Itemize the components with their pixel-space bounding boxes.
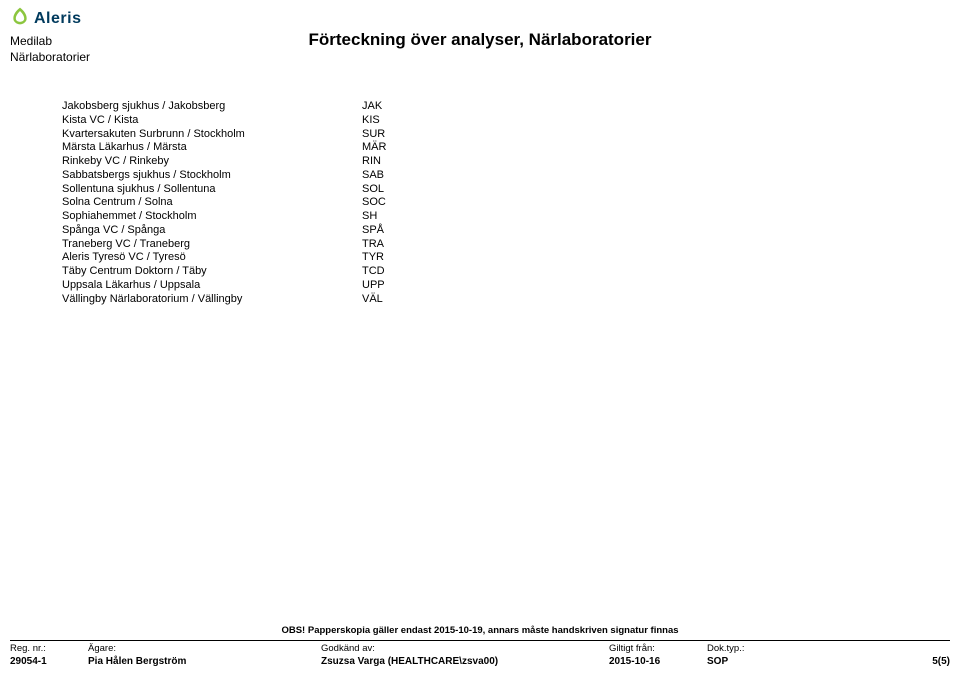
page-footer: OBS! Papperskopia gäller endast 2015-10-… bbox=[10, 625, 950, 667]
list-item: Täby Centrum Doktorn / TäbyTCD bbox=[62, 265, 422, 279]
footer-col-doctype: Dok.typ.: SOP bbox=[707, 643, 950, 667]
list-item: Uppsala Läkarhus / UppsalaUPP bbox=[62, 279, 422, 293]
list-item: Sollentuna sjukhus / SollentunaSOL bbox=[62, 183, 422, 197]
footer-value-valid: 2015-10-16 bbox=[609, 656, 699, 667]
lab-name: Sophiahemmet / Stockholm bbox=[62, 210, 362, 224]
footer-col-approved: Godkänd av: Zsuzsa Varga (HEALTHCARE\zsv… bbox=[321, 643, 609, 667]
lab-code: SUR bbox=[362, 128, 422, 142]
brand-name: Aleris bbox=[34, 10, 81, 28]
lab-code: JAK bbox=[362, 100, 422, 114]
lab-code: SOL bbox=[362, 183, 422, 197]
lab-name: Sabbatsbergs sjukhus / Stockholm bbox=[62, 169, 362, 183]
list-item: Spånga VC / SpångaSPÅ bbox=[62, 224, 422, 238]
footer-value-doctype: SOP bbox=[707, 656, 942, 667]
lab-code: SH bbox=[362, 210, 422, 224]
footer-value-owner: Pia Hålen Bergström bbox=[88, 656, 313, 667]
list-item: Kista VC / KistaKIS bbox=[62, 114, 422, 128]
brand-logo: Aleris bbox=[10, 6, 81, 31]
lab-code: TRA bbox=[362, 238, 422, 252]
list-item: Märsta Läkarhus / MärstaMÄR bbox=[62, 141, 422, 155]
lab-code: SPÅ bbox=[362, 224, 422, 238]
lab-name: Solna Centrum / Solna bbox=[62, 196, 362, 210]
leaf-icon bbox=[10, 6, 30, 31]
lab-code: MÄR bbox=[362, 141, 422, 155]
footer-label-valid: Giltigt från: bbox=[609, 643, 699, 654]
lab-code: SAB bbox=[362, 169, 422, 183]
lab-name: Uppsala Läkarhus / Uppsala bbox=[62, 279, 362, 293]
lab-code: SOC bbox=[362, 196, 422, 210]
footer-value-approved: Zsuzsa Varga (HEALTHCARE\zsva00) bbox=[321, 656, 601, 667]
lab-code: TYR bbox=[362, 251, 422, 265]
laboratory-list: Jakobsberg sjukhus / JakobsbergJAKKista … bbox=[62, 100, 422, 306]
department-line-2: Närlaboratorier bbox=[10, 50, 90, 66]
lab-name: Aleris Tyresö VC / Tyresö bbox=[62, 251, 362, 265]
list-item: Kvartersakuten Surbrunn / StockholmSUR bbox=[62, 128, 422, 142]
footer-value-reg: 29054-1 bbox=[10, 656, 80, 667]
lab-name: Spånga VC / Spånga bbox=[62, 224, 362, 238]
list-item: Sophiahemmet / StockholmSH bbox=[62, 210, 422, 224]
lab-name: Kvartersakuten Surbrunn / Stockholm bbox=[62, 128, 362, 142]
obs-notice: OBS! Papperskopia gäller endast 2015-10-… bbox=[10, 625, 950, 636]
lab-name: Jakobsberg sjukhus / Jakobsberg bbox=[62, 100, 362, 114]
lab-code: KIS bbox=[362, 114, 422, 128]
lab-code: VÄL bbox=[362, 293, 422, 307]
list-item: Vällingby Närlaboratorium / VällingbyVÄL bbox=[62, 293, 422, 307]
footer-col-owner: Ägare: Pia Hålen Bergström bbox=[88, 643, 321, 667]
list-item: Traneberg VC / TranebergTRA bbox=[62, 238, 422, 252]
footer-label-doctype: Dok.typ.: bbox=[707, 643, 942, 654]
footer-metadata: Reg. nr.: 29054-1 Ägare: Pia Hålen Bergs… bbox=[10, 640, 950, 667]
lab-name: Märsta Läkarhus / Märsta bbox=[62, 141, 362, 155]
lab-name: Vällingby Närlaboratorium / Vällingby bbox=[62, 293, 362, 307]
footer-col-reg: Reg. nr.: 29054-1 bbox=[10, 643, 88, 667]
footer-label-owner: Ägare: bbox=[88, 643, 313, 654]
lab-name: Sollentuna sjukhus / Sollentuna bbox=[62, 183, 362, 197]
list-item: Jakobsberg sjukhus / JakobsbergJAK bbox=[62, 100, 422, 114]
lab-name: Rinkeby VC / Rinkeby bbox=[62, 155, 362, 169]
lab-name: Täby Centrum Doktorn / Täby bbox=[62, 265, 362, 279]
footer-label-approved: Godkänd av: bbox=[321, 643, 601, 654]
lab-code: TCD bbox=[362, 265, 422, 279]
footer-col-valid: Giltigt från: 2015-10-16 bbox=[609, 643, 707, 667]
list-item: Sabbatsbergs sjukhus / StockholmSAB bbox=[62, 169, 422, 183]
list-item: Solna Centrum / SolnaSOC bbox=[62, 196, 422, 210]
page: Aleris Medilab Närlaboratorier Förteckni… bbox=[0, 0, 960, 673]
page-number: 5(5) bbox=[932, 656, 950, 667]
lab-name: Kista VC / Kista bbox=[62, 114, 362, 128]
list-item: Rinkeby VC / RinkebyRIN bbox=[62, 155, 422, 169]
page-title: Förteckning över analyser, Närlaboratori… bbox=[10, 30, 950, 50]
lab-code: RIN bbox=[362, 155, 422, 169]
footer-label-reg: Reg. nr.: bbox=[10, 643, 80, 654]
lab-name: Traneberg VC / Traneberg bbox=[62, 238, 362, 252]
list-item: Aleris Tyresö VC / TyresöTYR bbox=[62, 251, 422, 265]
lab-code: UPP bbox=[362, 279, 422, 293]
